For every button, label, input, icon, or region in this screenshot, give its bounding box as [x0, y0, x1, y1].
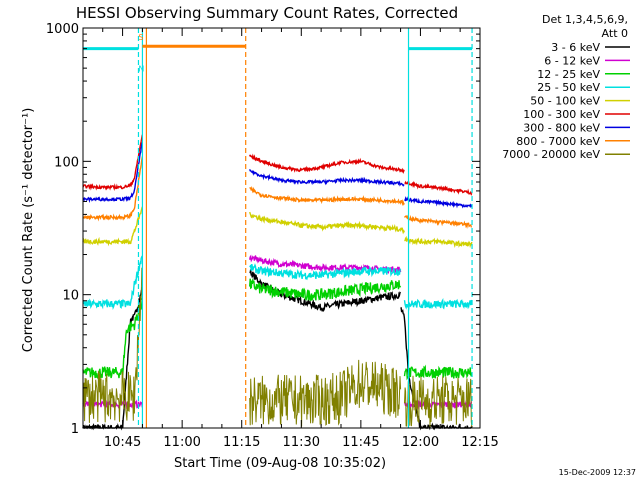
series-6-segment-1 [82, 134, 143, 192]
y-tick-label: 1 [71, 422, 79, 437]
x-tick-label: 11:00 [163, 435, 200, 450]
series-8-segment-2 [249, 185, 405, 207]
x-tick-label: 11:30 [283, 435, 320, 450]
footer-timestamp: 15-Dec-2009 12:37 [559, 468, 636, 477]
x-tick-label: 11:45 [342, 435, 379, 450]
series-4-segment-3 [403, 298, 473, 311]
series-7-segment-2 [249, 169, 405, 187]
legend-label-6: 100 - 300 keV [523, 108, 600, 121]
legend-label-8: 800 - 7000 keV [516, 135, 600, 148]
x-tick-label: 12:15 [461, 435, 498, 450]
series-9-segment-1 [82, 267, 143, 423]
series-4-segment-2 [249, 263, 402, 281]
series-9-segment-3 [404, 375, 473, 427]
series-2-segment-2 [249, 254, 402, 275]
legend-label-4: 25 - 50 keV [537, 81, 600, 94]
flag-label-3: N [138, 65, 144, 74]
series-7 [82, 142, 473, 209]
series-8 [82, 156, 472, 229]
series-7-segment-1 [82, 142, 143, 204]
plot-axes: 1 10 100 1000 10:45 11:00 11:15 11:30 11:45 12:00… [46, 22, 499, 450]
x-tick-label: 10:45 [104, 435, 141, 450]
chart-title: HESSI Observing Summary Count Rates, Cor… [76, 4, 458, 22]
legend-label-9: 7000 - 20000 keV [502, 148, 600, 161]
series-6-segment-3 [404, 180, 473, 196]
y-axis-label: Corrected Count Rate (s⁻¹ detector⁻¹) [21, 108, 36, 353]
legend-label-3: 12 - 25 keV [537, 68, 600, 81]
series-3-segment-3 [403, 364, 473, 381]
flag-label-2: S [138, 33, 143, 42]
series-4 [82, 255, 473, 311]
plot-flags: SN [83, 28, 473, 428]
series-4-segment-1 [82, 255, 143, 311]
series-3-segment-2 [249, 277, 402, 302]
x-tick-label: 11:15 [223, 435, 260, 450]
plot-data [82, 134, 473, 431]
series-9 [82, 267, 473, 427]
series-5-segment-3 [404, 235, 473, 249]
x-axis-label: Start Time (09-Aug-08 10:35:02) [174, 456, 386, 471]
series-5 [82, 206, 473, 249]
y-tick-label: 10 [62, 289, 79, 304]
series-6-segment-2 [249, 153, 405, 174]
legend-label-7: 300 - 800 keV [523, 121, 600, 134]
series-3-segment-1 [82, 298, 143, 380]
legend-header-line-1: Det 1,3,4,5,6,9, [542, 13, 628, 26]
series-5-segment-2 [249, 211, 405, 235]
series-9-segment-2 [249, 359, 402, 427]
series-8-segment-1 [82, 156, 143, 222]
series-8-segment-3 [403, 214, 472, 229]
series-3 [82, 277, 473, 381]
series-5-segment-1 [82, 206, 143, 247]
legend-label-1: 3 - 6 keV [551, 41, 600, 54]
legend-label-5: 50 - 100 keV [530, 95, 600, 108]
legend-header-line-2: Att 0 [602, 27, 628, 40]
series-7-segment-3 [404, 196, 473, 209]
legend-label-2: 6 - 12 keV [544, 54, 600, 67]
y-tick-label: 1000 [46, 22, 79, 37]
series-6 [82, 134, 473, 196]
y-tick-label: 100 [54, 155, 79, 170]
x-tick-label: 12:00 [402, 435, 439, 450]
